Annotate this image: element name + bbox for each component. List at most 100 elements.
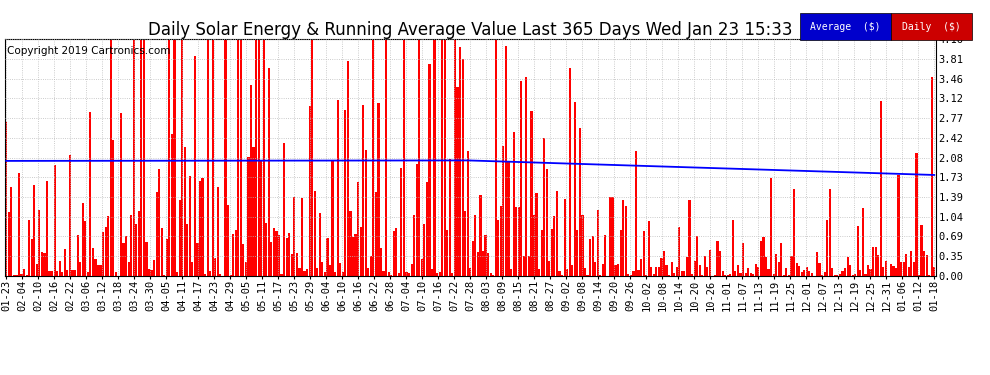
Bar xyxy=(819,263,821,276)
Bar xyxy=(92,248,94,276)
Bar xyxy=(377,103,379,276)
Bar xyxy=(550,230,553,276)
Bar xyxy=(301,198,303,276)
Bar xyxy=(594,262,596,276)
Bar xyxy=(895,268,897,276)
Bar xyxy=(125,236,127,276)
Bar xyxy=(322,262,324,276)
Bar xyxy=(747,268,749,276)
Bar xyxy=(500,206,502,276)
Bar xyxy=(426,182,428,276)
Bar xyxy=(466,151,469,276)
Bar xyxy=(418,39,421,276)
Bar xyxy=(497,220,499,276)
Bar xyxy=(249,85,252,276)
Bar xyxy=(194,56,196,276)
Bar xyxy=(709,251,711,276)
Bar xyxy=(400,168,403,276)
Bar xyxy=(864,274,866,276)
Bar xyxy=(265,223,267,276)
Bar xyxy=(61,272,63,276)
Bar xyxy=(141,39,143,276)
Bar xyxy=(923,251,926,276)
Bar xyxy=(783,275,785,276)
Bar xyxy=(53,165,55,276)
Bar xyxy=(199,181,201,276)
Bar xyxy=(635,151,637,276)
Bar xyxy=(196,243,199,276)
Bar xyxy=(453,39,456,276)
Bar xyxy=(34,185,36,276)
Bar xyxy=(165,239,168,276)
Bar xyxy=(158,170,160,276)
Bar xyxy=(573,102,576,276)
Bar xyxy=(652,274,655,276)
Bar xyxy=(15,275,18,276)
Bar xyxy=(869,269,871,276)
Bar xyxy=(257,39,259,276)
Bar xyxy=(691,274,693,276)
Bar xyxy=(905,254,907,276)
Bar xyxy=(526,77,528,276)
Bar xyxy=(843,268,846,276)
Bar xyxy=(502,146,505,276)
Bar xyxy=(359,227,361,276)
Bar xyxy=(926,255,928,276)
Bar xyxy=(316,268,319,276)
Bar xyxy=(387,272,390,276)
Bar xyxy=(150,270,152,276)
Bar xyxy=(880,101,882,276)
Bar xyxy=(436,273,439,276)
Bar xyxy=(245,262,247,276)
Bar xyxy=(704,256,706,276)
Bar xyxy=(568,68,571,276)
Bar xyxy=(536,193,538,276)
Bar xyxy=(342,272,344,276)
Bar xyxy=(597,210,599,276)
Bar xyxy=(484,236,487,276)
Bar xyxy=(357,182,359,276)
Bar xyxy=(74,270,76,276)
Bar xyxy=(232,234,235,276)
Bar xyxy=(676,267,678,276)
Bar xyxy=(278,235,280,276)
Bar xyxy=(842,272,843,276)
Bar xyxy=(487,253,489,276)
Bar xyxy=(71,270,73,276)
Bar xyxy=(665,265,667,276)
Bar xyxy=(834,275,836,276)
Bar xyxy=(76,235,78,276)
Bar xyxy=(762,237,764,276)
Bar xyxy=(146,242,148,276)
Bar xyxy=(832,268,834,276)
Bar xyxy=(754,264,757,276)
Bar xyxy=(555,191,558,276)
Bar xyxy=(136,225,138,276)
Bar xyxy=(931,77,933,276)
Bar xyxy=(490,273,492,276)
Bar xyxy=(240,39,242,276)
Bar xyxy=(298,268,301,276)
Bar xyxy=(178,200,181,276)
Bar xyxy=(51,272,53,276)
Bar xyxy=(638,270,640,276)
Bar xyxy=(291,254,293,276)
Bar xyxy=(918,274,920,276)
Bar xyxy=(248,157,249,276)
Bar xyxy=(183,147,186,276)
Bar xyxy=(701,275,703,276)
Bar xyxy=(304,271,306,276)
Bar xyxy=(429,64,431,276)
Bar xyxy=(829,189,831,276)
Bar xyxy=(882,267,884,276)
Bar xyxy=(558,271,560,276)
Bar xyxy=(515,207,517,276)
Bar xyxy=(293,197,295,276)
Bar xyxy=(408,273,410,276)
Bar xyxy=(533,214,535,276)
Bar xyxy=(913,262,915,276)
Bar xyxy=(854,274,856,276)
Bar xyxy=(362,105,364,276)
Bar xyxy=(688,200,691,276)
Bar xyxy=(186,224,188,276)
